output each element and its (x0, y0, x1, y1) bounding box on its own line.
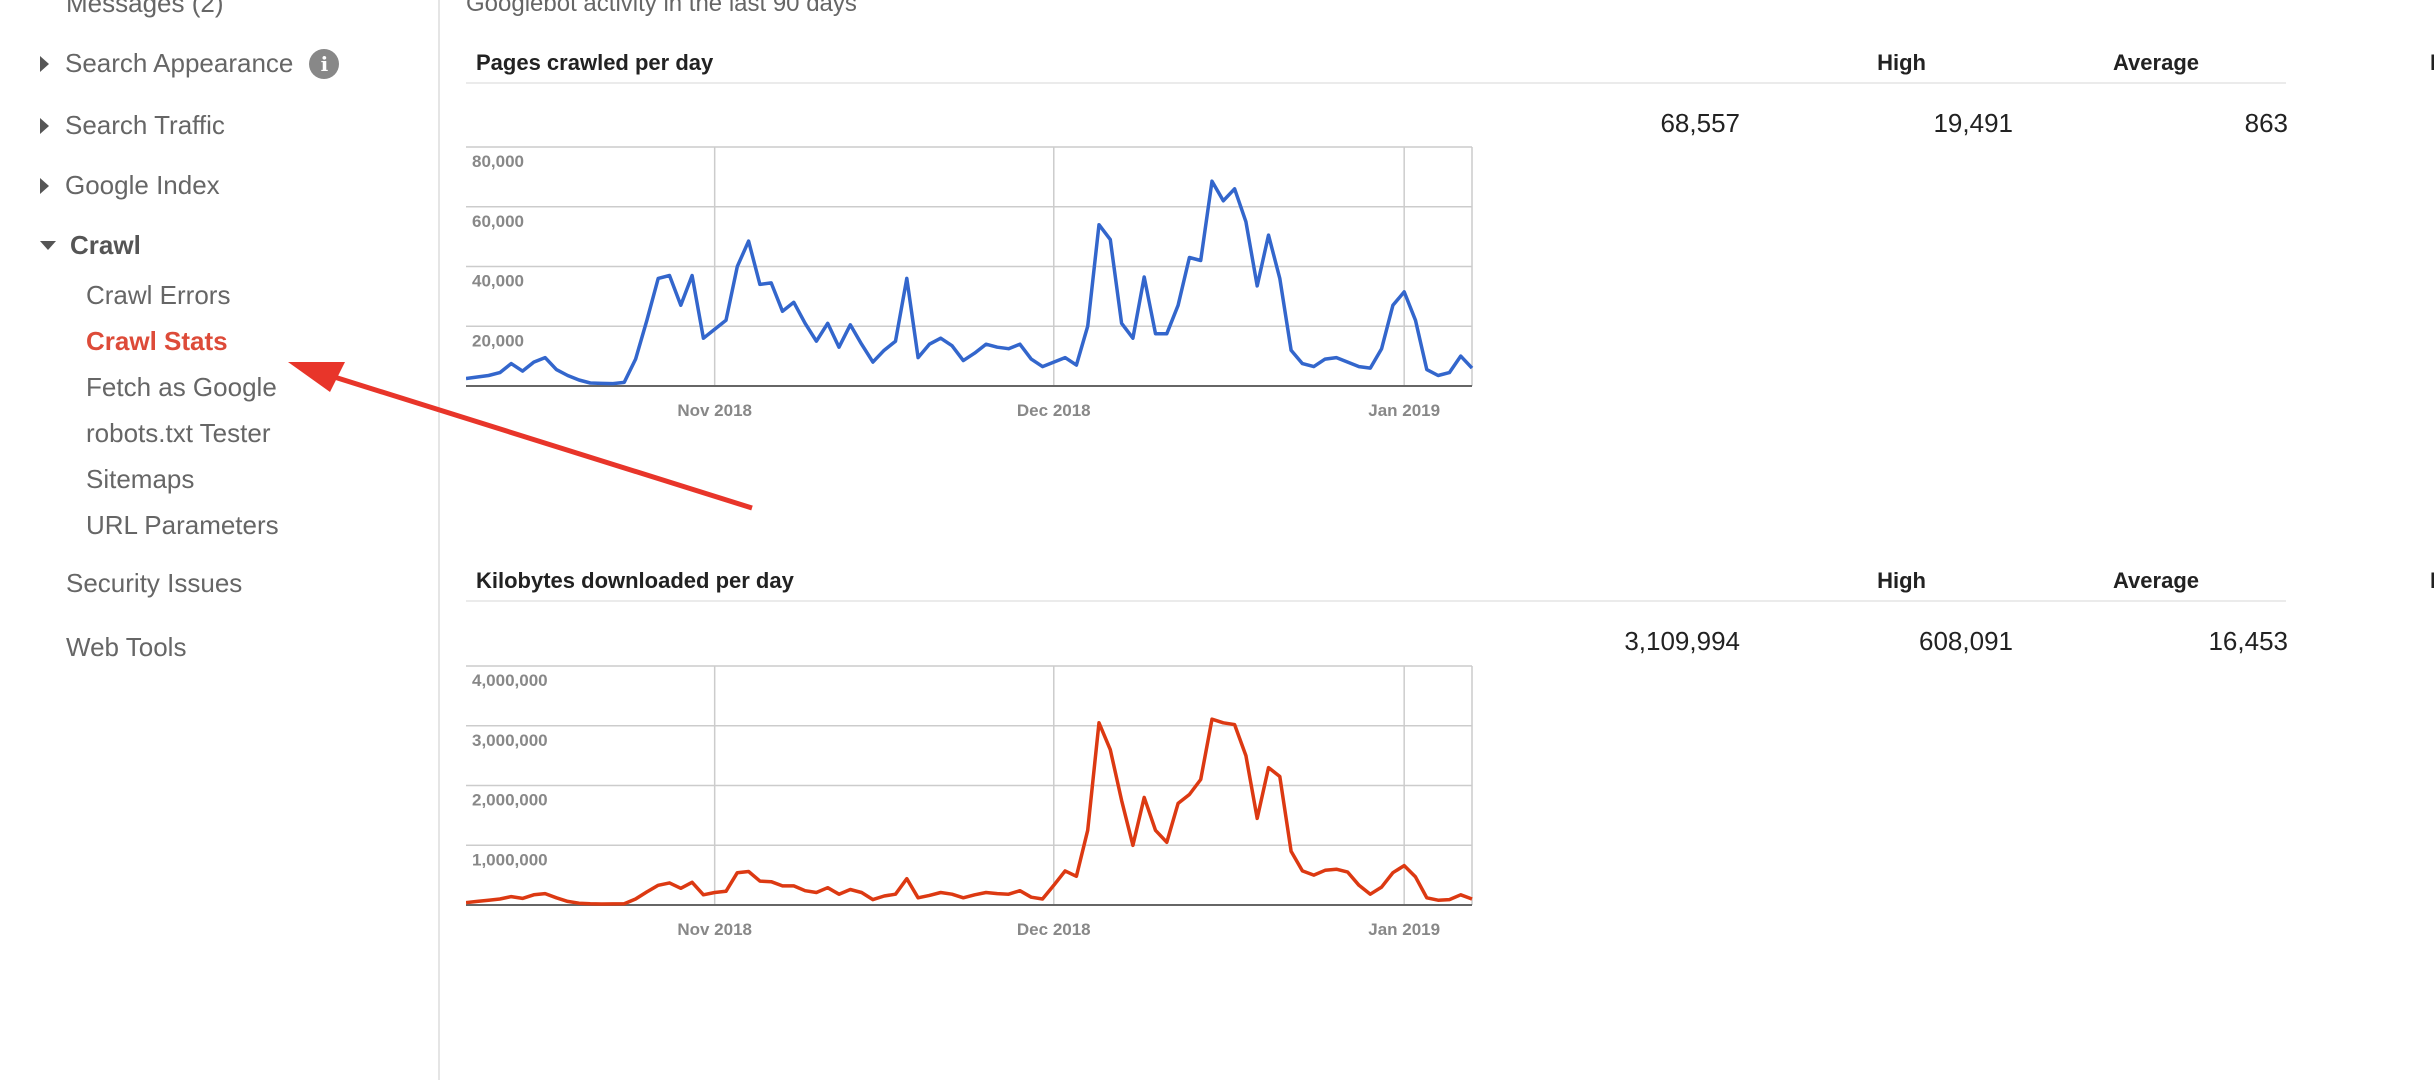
section-title: Kilobytes downloaded per day (476, 568, 794, 593)
info-icon[interactable]: i (309, 48, 340, 79)
sidebar-item-label: Crawl (70, 230, 141, 260)
sidebar-item-messages[interactable]: Messages (2) (66, 0, 224, 18)
column-average: Average (2112, 50, 2199, 75)
column-high: High (1877, 568, 1926, 593)
line-chart: 4,000,000 3,000,000 2,000,000 1,000,000 Nov … (466, 665, 1473, 939)
x-tick-label: Jan 2019 (1368, 920, 1440, 939)
expand-triangle-icon (40, 55, 49, 72)
y-tick-label: 4,000,000 (472, 671, 548, 690)
y-tick-label: 20,000 (472, 331, 524, 350)
arrow-line (311, 367, 753, 511)
sidebar-item-crawl[interactable]: Crawl (40, 230, 141, 261)
y-tick-label: 40,000 (472, 272, 524, 291)
column-average: Average (2112, 568, 2199, 593)
y-tick-label: 3,000,000 (472, 731, 548, 750)
x-tick-label: Nov 2018 (677, 920, 752, 939)
x-tick-label: Nov 2018 (677, 401, 752, 420)
x-tick-label: Dec 2018 (1017, 920, 1091, 939)
sidebar-item-crawl-stats[interactable]: Crawl Stats (86, 326, 228, 356)
line-chart: 80,000 60,000 40,000 20,000 Nov 2018 Dec 2018… (466, 146, 1474, 420)
collapse-triangle-icon (40, 241, 56, 250)
sidebar-item-search-traffic[interactable]: Search Traffic (40, 110, 225, 141)
expand-triangle-icon (40, 177, 49, 194)
x-tick-label: Jan 2019 (1368, 401, 1440, 420)
page-subtitle: Googlebot activity in the last 90 days (466, 0, 857, 17)
column-low: Low (2274, 568, 2434, 594)
kilobytes-chart: 4,000,000 3,000,000 2,000,000 1,000,000 Nov … (466, 664, 1476, 944)
stat-low: 16,453 (2208, 626, 2288, 656)
expand-triangle-icon (40, 117, 49, 134)
sidebar-item-robots-tester[interactable]: robots.txt Tester (86, 418, 271, 448)
x-tick-label: Dec 2018 (1017, 401, 1091, 420)
sidebar-item-search-appearance[interactable]: Search Appearance i (40, 48, 340, 79)
sidebar-item-crawl-errors[interactable]: Crawl Errors (86, 280, 231, 310)
sidebar-item-web-tools[interactable]: Web Tools (66, 632, 187, 662)
sidebar-item-google-index[interactable]: Google Index (40, 170, 220, 201)
sidebar-item-label: Google Index (65, 170, 220, 200)
series-line (466, 179, 1474, 386)
stat-average: 608,091 (1919, 626, 2013, 656)
sidebar-item-url-parameters[interactable]: URL Parameters (86, 510, 279, 540)
y-tick-label: 80,000 (472, 152, 524, 171)
pages-crawled-chart: 80,000 60,000 40,000 20,000 Nov 2018 Dec 2018… (466, 145, 1476, 425)
y-tick-label: 2,000,000 (472, 791, 548, 810)
pages-crawled-header: Pages crawled per day High Average Low (466, 50, 2434, 84)
column-low: Low (2274, 50, 2434, 76)
sidebar-item-label: Search Traffic (65, 110, 225, 140)
y-tick-label: 1,000,000 (472, 850, 548, 869)
stat-high: 3,109,994 (1624, 626, 1740, 656)
sidebar-item-sitemaps[interactable]: Sitemaps (86, 464, 195, 494)
sidebar-item-security-issues[interactable]: Security Issues (66, 568, 243, 598)
column-high: High (1877, 50, 1926, 75)
sidebar-item-label: Search Appearance (65, 48, 294, 78)
y-tick-label: 60,000 (472, 212, 524, 231)
stat-low: 863 (2244, 108, 2288, 138)
sidebar-item-fetch-as-google[interactable]: Fetch as Google (86, 372, 277, 402)
sidebar: Messages (2) Search Appearance i Search … (0, 0, 440, 1080)
stat-high: 68,557 (1660, 108, 1740, 138)
kilobytes-header: Kilobytes downloaded per day High Averag… (466, 568, 2434, 602)
section-title: Pages crawled per day (476, 50, 714, 75)
arrowhead (288, 362, 345, 392)
stat-average: 19,491 (1933, 108, 2013, 138)
series-line (466, 717, 1473, 906)
